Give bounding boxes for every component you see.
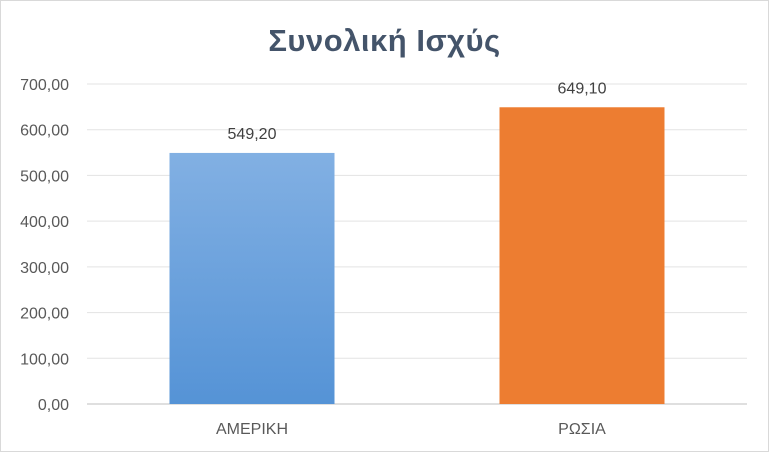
y-tick-label: 200,00 (20, 306, 69, 323)
y-tick-label: 500,00 (20, 168, 69, 185)
bar-αμερικη (169, 152, 335, 404)
chart-title: Συνολική Ισχύς (268, 23, 501, 58)
y-tick-label: 100,00 (20, 351, 69, 368)
y-tick-label: 700,00 (20, 77, 69, 94)
bar-ρωσια (499, 107, 665, 405)
data-label: 549,20 (228, 126, 277, 143)
y-tick-label: 300,00 (20, 260, 69, 277)
y-tick-label: 0,00 (38, 397, 69, 414)
x-category-label: ΡΩΣΙΑ (558, 421, 606, 438)
y-tick-label: 400,00 (20, 214, 69, 231)
y-tick-label: 600,00 (20, 123, 69, 140)
x-category-label: ΑΜΕΡΙΚΗ (216, 421, 288, 438)
data-label: 649,10 (558, 80, 607, 97)
